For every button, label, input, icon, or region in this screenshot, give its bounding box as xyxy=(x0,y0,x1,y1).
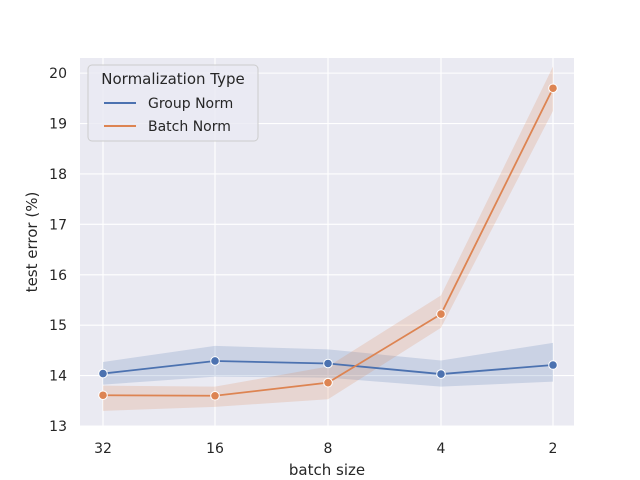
y-tick-label: 19 xyxy=(49,117,67,133)
data-point-batch-norm xyxy=(323,377,333,388)
x-tick-label: 8 xyxy=(324,441,333,457)
data-point-group-norm xyxy=(548,360,558,370)
data-point-group-norm xyxy=(436,369,446,379)
y-tick-label: 14 xyxy=(49,369,67,385)
tick-layer: 13 14 15 16 17 18 19 20 32 16 8 4 2 xyxy=(49,66,557,457)
y-tick-label: 17 xyxy=(49,217,67,233)
legend-title: Normalization Type xyxy=(101,70,244,88)
marker-layer xyxy=(98,83,558,401)
x-axis-label: batch size xyxy=(289,461,365,479)
x-tick-label: 2 xyxy=(549,441,558,457)
legend-box xyxy=(87,64,259,142)
data-point-group-norm xyxy=(210,356,220,366)
data-point-batch-norm xyxy=(98,390,108,401)
y-tick-label: 18 xyxy=(49,167,67,183)
data-point-batch-norm xyxy=(548,83,558,94)
x-tick-label: 32 xyxy=(94,441,112,457)
y-tick-label: 20 xyxy=(49,66,67,82)
y-tick-label: 13 xyxy=(49,419,67,435)
x-tick-label: 16 xyxy=(206,441,224,457)
legend-label-batch-norm: Batch Norm xyxy=(148,119,231,135)
data-point-batch-norm xyxy=(436,309,446,319)
legend-label-group-norm: Group Norm xyxy=(148,96,233,112)
data-point-group-norm xyxy=(323,358,333,369)
x-tick-label: 4 xyxy=(437,441,446,457)
data-point-batch-norm xyxy=(210,390,220,401)
ci-band-batch-norm xyxy=(103,66,553,411)
y-tick-label: 16 xyxy=(49,268,67,284)
y-tick-label: 15 xyxy=(49,318,67,334)
data-point-group-norm xyxy=(98,368,108,379)
y-axis-label: test error (%) xyxy=(23,192,41,293)
legend: Normalization Type Group Norm Batch Norm xyxy=(87,64,259,142)
